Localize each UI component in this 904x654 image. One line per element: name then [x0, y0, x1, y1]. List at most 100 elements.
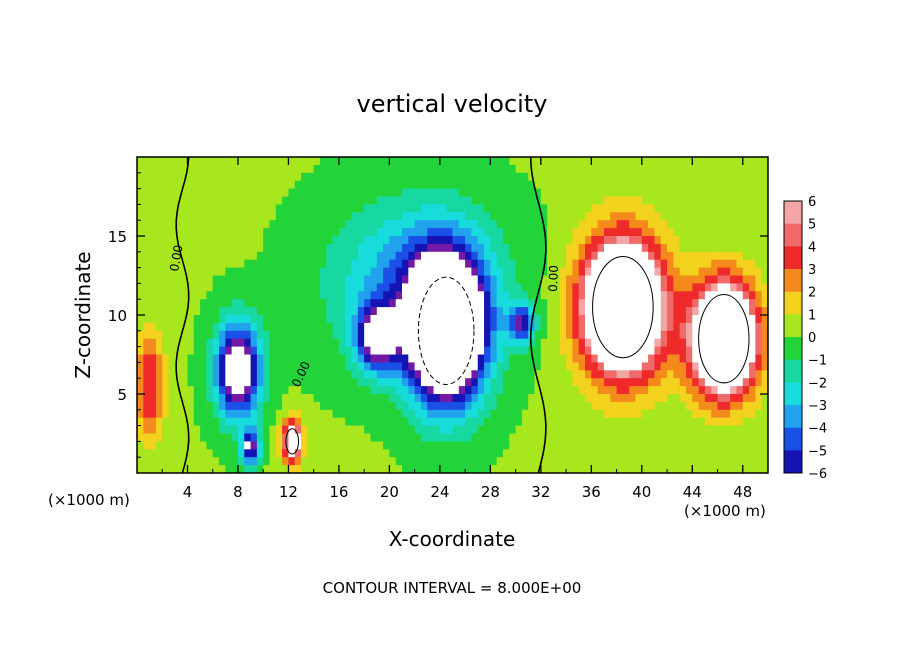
heat-cell — [345, 291, 353, 300]
heat-cell — [685, 394, 693, 403]
heat-cell — [149, 291, 157, 300]
heat-cell — [155, 275, 163, 284]
heat-cell — [231, 172, 239, 182]
heat-cell — [256, 307, 264, 316]
heat-cell — [761, 164, 768, 174]
heat-cell — [458, 457, 466, 466]
heat-cell — [263, 441, 271, 450]
heat-cell — [616, 299, 624, 308]
heat-cell — [566, 212, 573, 221]
heat-cell — [654, 338, 662, 348]
heat-cell — [402, 196, 409, 205]
heat-cell — [187, 164, 195, 174]
heat-cell — [502, 291, 510, 300]
heat-cell — [143, 433, 151, 442]
heat-cell — [704, 370, 712, 379]
heat-cell — [648, 354, 656, 363]
heat-cell — [414, 188, 422, 198]
heat-cell — [465, 212, 473, 221]
heat-cell — [212, 275, 220, 284]
heat-cell — [219, 307, 226, 316]
heat-cell — [622, 354, 630, 363]
heat-cell — [294, 275, 302, 284]
heat-cell — [660, 307, 668, 316]
heat-cell — [383, 275, 390, 284]
heat-cell — [553, 425, 561, 435]
heat-cell — [439, 425, 447, 435]
heat-cell — [566, 346, 573, 356]
heat-cell — [395, 394, 403, 403]
heat-cell — [319, 425, 327, 435]
heat-cell — [351, 433, 359, 442]
heat-cell — [685, 449, 693, 458]
heat-cell — [465, 330, 473, 340]
heat-cell — [225, 267, 233, 277]
heat-cell — [338, 172, 346, 182]
heat-cell — [502, 275, 510, 284]
heat-cell — [137, 441, 144, 450]
heat-cell — [364, 275, 372, 284]
heat-cell — [692, 433, 700, 442]
heat-cell — [610, 457, 618, 466]
heat-cell — [244, 251, 252, 261]
heat-cell — [439, 299, 447, 308]
heat-cell — [559, 275, 567, 284]
heat-cell — [723, 259, 731, 269]
heat-cell — [439, 338, 447, 348]
heat-cell — [174, 338, 182, 348]
heat-cell — [237, 236, 245, 245]
heat-cell — [168, 228, 176, 237]
heat-cell — [496, 409, 504, 419]
heat-cell — [351, 157, 359, 166]
heat-cell — [629, 180, 637, 190]
heat-cell — [591, 370, 599, 379]
heat-cell — [149, 275, 157, 284]
heat-cell — [137, 425, 144, 435]
heat-cell — [458, 243, 466, 253]
heat-cell — [502, 378, 510, 387]
heat-cell — [219, 164, 226, 174]
heat-cell — [250, 338, 258, 348]
heat-cell — [307, 283, 315, 292]
heat-cell — [572, 307, 580, 316]
heat-cell — [496, 386, 504, 395]
heat-cell — [288, 315, 296, 324]
heat-cell — [307, 188, 315, 198]
heat-cell — [345, 275, 353, 284]
heat-cell — [547, 204, 555, 213]
heat-cell — [301, 378, 308, 387]
heat-cell — [585, 220, 592, 229]
heat-cell — [383, 409, 390, 419]
heat-cell — [755, 315, 763, 324]
heat-cell — [143, 338, 151, 348]
heat-cell — [742, 180, 750, 190]
heat-cell — [275, 204, 283, 213]
heat-cell — [572, 196, 580, 205]
heat-cell — [540, 267, 548, 277]
heat-cell — [635, 417, 643, 427]
heat-cell — [692, 465, 700, 473]
heat-cell — [370, 220, 378, 229]
heat-cell — [219, 196, 226, 205]
heat-cell — [534, 180, 542, 190]
heat-cell — [452, 259, 460, 269]
heat-cell — [200, 315, 208, 324]
heat-cell — [484, 267, 491, 277]
heat-cell — [439, 330, 447, 340]
heat-cell — [698, 315, 706, 324]
heat-cell — [162, 299, 170, 308]
heat-cell — [755, 267, 763, 277]
heat-cell — [572, 394, 580, 403]
heat-cell — [332, 180, 340, 190]
heat-cell — [439, 196, 447, 205]
heat-cell — [654, 172, 662, 182]
heat-cell — [641, 259, 649, 269]
heat-cell — [206, 275, 214, 284]
heat-cell — [484, 362, 491, 371]
heat-cell — [351, 315, 359, 324]
heat-cell — [509, 307, 517, 316]
heat-cell — [395, 172, 403, 182]
heat-cell — [616, 330, 624, 340]
heat-cell — [736, 401, 744, 411]
heat-cell — [263, 370, 271, 379]
